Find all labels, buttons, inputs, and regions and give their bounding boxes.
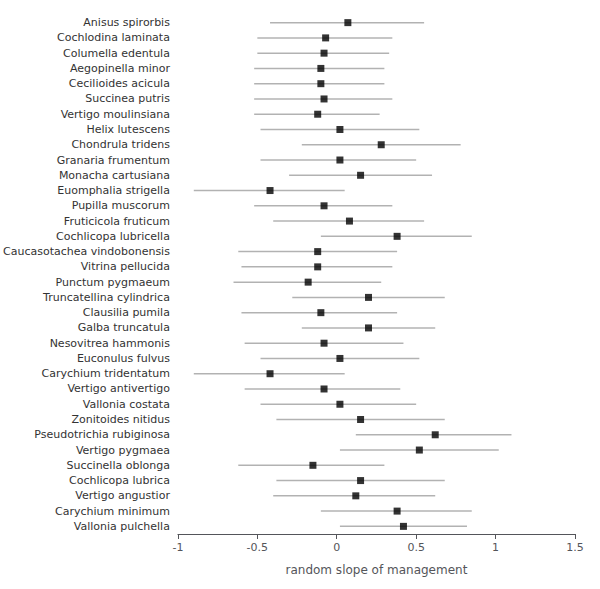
svg-text:0.5: 0.5 [407,541,425,554]
svg-text:random slope of management: random slope of management [286,563,468,577]
svg-text:Succinea putris: Succinea putris [85,92,170,105]
svg-text:Vitrina pellucida: Vitrina pellucida [81,260,170,273]
svg-text:Vallonia costata: Vallonia costata [83,398,170,411]
svg-text:-1: -1 [172,541,183,554]
svg-text:-0.5: -0.5 [247,541,268,554]
svg-text:Zonitoides nitidus: Zonitoides nitidus [71,413,170,426]
svg-text:Vertigo pygmaea: Vertigo pygmaea [76,444,170,457]
svg-text:Nesovitrea hammonis: Nesovitrea hammonis [50,337,171,350]
svg-text:Caucasotachea vindobonensis: Caucasotachea vindobonensis [3,245,170,258]
svg-text:Pupilla muscorum: Pupilla muscorum [72,199,170,212]
svg-text:Galba truncatula: Galba truncatula [78,321,170,334]
svg-text:Monacha cartusiana: Monacha cartusiana [59,169,170,182]
svg-text:Carychium tridentatum: Carychium tridentatum [42,367,170,380]
svg-text:0: 0 [333,541,340,554]
svg-text:Cochlodina laminata: Cochlodina laminata [57,31,170,44]
svg-text:Fruticicola fruticum: Fruticicola fruticum [64,215,170,228]
svg-text:Vertigo antivertigo: Vertigo antivertigo [67,382,170,395]
svg-text:Succinella oblonga: Succinella oblonga [67,459,170,472]
svg-text:Granaria frumentum: Granaria frumentum [57,154,170,167]
svg-text:Truncatellina cylindrica: Truncatellina cylindrica [42,291,170,304]
svg-text:Helix lutescens: Helix lutescens [86,123,170,136]
svg-text:1.5: 1.5 [566,541,584,554]
svg-text:Vallonia pulchella: Vallonia pulchella [74,520,170,533]
svg-text:Vertigo moulinsiana: Vertigo moulinsiana [61,108,170,121]
svg-text:Chondrula tridens: Chondrula tridens [71,138,170,151]
svg-text:Pseudotrichia rubiginosa: Pseudotrichia rubiginosa [34,428,170,441]
svg-text:Cecilioides acicula: Cecilioides acicula [69,77,170,90]
svg-text:Carychium minimum: Carychium minimum [55,505,170,518]
svg-text:Euomphalia strigella: Euomphalia strigella [57,184,170,197]
svg-text:Aegopinella minor: Aegopinella minor [70,62,170,75]
svg-text:Columella edentula: Columella edentula [63,47,170,60]
svg-text:Cochlicopa lubricella: Cochlicopa lubricella [56,230,170,243]
svg-text:Euconulus fulvus: Euconulus fulvus [77,352,170,365]
svg-text:1: 1 [492,541,499,554]
svg-text:Punctum pygmaeum: Punctum pygmaeum [56,276,170,289]
svg-text:Vertigo angustior: Vertigo angustior [75,489,170,502]
svg-text:Cochlicopa lubrica: Cochlicopa lubrica [69,474,170,487]
svg-text:Clausilia pumila: Clausilia pumila [83,306,170,319]
svg-text:Anisus spirorbis: Anisus spirorbis [83,16,170,29]
